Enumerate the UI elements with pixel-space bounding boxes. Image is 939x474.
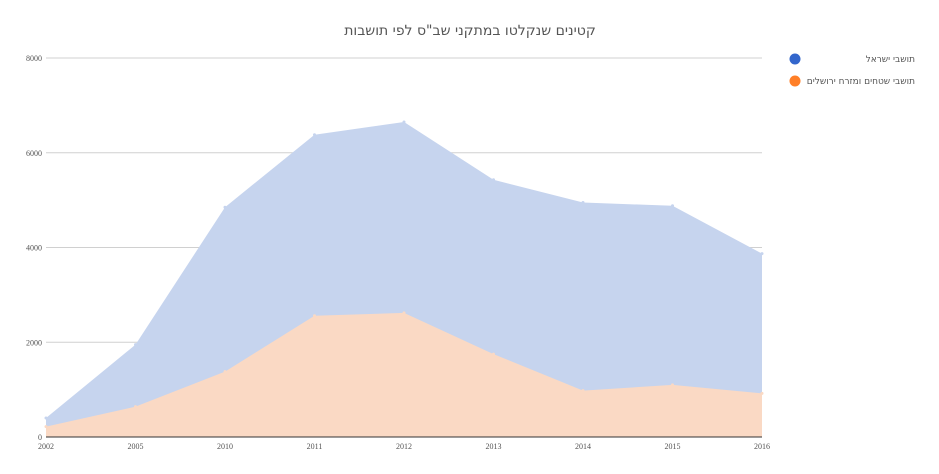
y-tick-labels: 0 2000 4000 6000 8000 <box>26 54 42 442</box>
legend-label: תושבי שטחים ומזרח ירושלים <box>807 77 915 87</box>
chart-title: קטינים שנקלטו במתקני שב"ס לפי תושבות <box>344 23 596 39</box>
y-tick-label: 4000 <box>26 244 42 253</box>
plot-areas <box>44 120 764 438</box>
data-point-series-0 <box>671 204 674 208</box>
x-tick-labels: 2002 2005 2010 2011 2012 2013 2014 2015 2016 <box>38 442 770 451</box>
y-tick-label: 6000 <box>26 149 42 158</box>
data-point-series-1 <box>313 314 316 318</box>
data-point-series-0 <box>134 343 137 347</box>
data-point-series-0 <box>44 416 48 420</box>
data-point-series-0 <box>492 178 495 182</box>
data-point-series-0 <box>581 200 585 204</box>
x-tick-label: 2002 <box>38 442 54 451</box>
data-point-series-1 <box>671 383 674 387</box>
series-area-0 <box>46 121 762 438</box>
data-point-series-1 <box>134 405 137 409</box>
x-tick-label: 2005 <box>128 442 144 451</box>
legend-marker-0 <box>789 53 801 65</box>
data-point-series-0 <box>313 133 316 137</box>
series-area-1 <box>46 312 762 437</box>
legend: תושבי ישראל תושבי שטחים ומזרח ירושלים <box>789 53 916 87</box>
x-tick-label: 2016 <box>754 442 770 451</box>
x-tick-label: 2012 <box>396 442 412 451</box>
data-point-series-1 <box>492 352 495 356</box>
data-point-series-1 <box>402 311 406 315</box>
data-point-series-1 <box>581 389 585 393</box>
y-tick-label: 0 <box>38 433 42 442</box>
y-tick-label: 2000 <box>26 338 42 347</box>
x-tick-label: 2010 <box>217 442 233 451</box>
data-point-series-0 <box>760 252 764 256</box>
data-point-series-1 <box>760 391 764 395</box>
legend-marker-1 <box>789 75 801 87</box>
data-point-series-1 <box>44 425 48 429</box>
data-point-series-1 <box>223 370 227 374</box>
legend-label: תושבי ישראל <box>866 55 916 65</box>
x-tick-label: 2011 <box>307 442 323 451</box>
x-tick-label: 2015 <box>665 442 681 451</box>
x-tick-label: 2014 <box>575 442 591 451</box>
data-point-series-0 <box>402 120 406 124</box>
x-tick-label: 2013 <box>486 442 502 451</box>
data-point-series-0 <box>223 205 227 209</box>
y-tick-label: 8000 <box>26 54 42 63</box>
